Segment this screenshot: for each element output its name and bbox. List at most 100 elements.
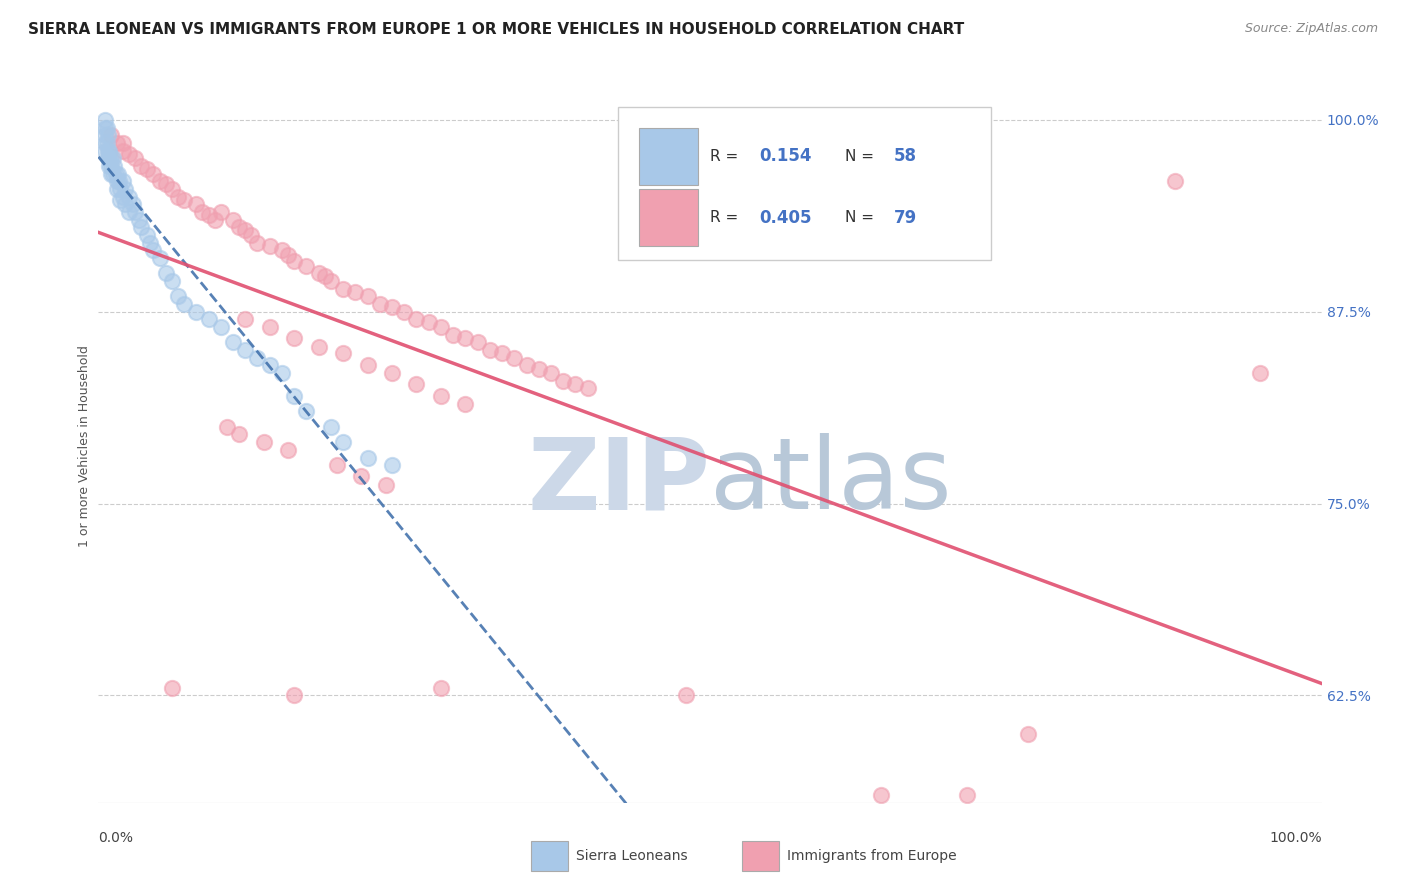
Point: [105, 182, 128, 196]
Point: [101, 151, 124, 165]
Point: [142, 167, 165, 181]
Point: [478, 343, 501, 357]
Point: [270, 366, 294, 380]
Text: 79: 79: [894, 209, 917, 227]
Point: [503, 351, 526, 365]
Point: [114, 182, 136, 196]
Point: [870, 788, 893, 802]
Point: [93, 112, 115, 127]
Point: [160, 681, 183, 695]
Point: [283, 254, 305, 268]
Point: [233, 312, 256, 326]
Point: [277, 248, 299, 262]
Point: [332, 346, 354, 360]
Point: [259, 320, 281, 334]
Point: [418, 316, 440, 330]
Point: [149, 174, 172, 188]
FancyBboxPatch shape: [619, 107, 991, 260]
Point: [454, 397, 477, 411]
Point: [111, 174, 134, 188]
Point: [283, 689, 305, 703]
Text: N =: N =: [845, 211, 879, 225]
Point: [233, 223, 256, 237]
Point: [118, 189, 141, 203]
Point: [564, 376, 586, 391]
Point: [104, 167, 127, 181]
Point: [209, 205, 232, 219]
Point: [277, 442, 299, 457]
Point: [553, 374, 575, 388]
Point: [105, 136, 128, 150]
Point: [381, 366, 404, 380]
Point: [1017, 727, 1039, 741]
Point: [246, 351, 269, 365]
Text: 58: 58: [894, 147, 917, 165]
Point: [356, 289, 378, 303]
Text: 0.154: 0.154: [759, 147, 811, 165]
Point: [93, 128, 115, 143]
Point: [233, 343, 256, 357]
Point: [111, 189, 134, 203]
Text: 0.0%: 0.0%: [98, 831, 134, 846]
Point: [197, 208, 219, 222]
Point: [105, 174, 128, 188]
Point: [222, 335, 245, 350]
Point: [110, 193, 132, 207]
Point: [93, 136, 115, 150]
Point: [124, 205, 146, 219]
Point: [332, 435, 354, 450]
Point: [295, 404, 318, 418]
Point: [1249, 366, 1271, 380]
Point: [186, 304, 208, 318]
Point: [124, 151, 146, 165]
Point: [319, 274, 342, 288]
Point: [128, 212, 150, 227]
Text: 100.0%: 100.0%: [1270, 831, 1322, 846]
Point: [956, 788, 979, 802]
Point: [222, 212, 245, 227]
Point: [197, 312, 219, 326]
Point: [283, 331, 305, 345]
Point: [173, 193, 195, 207]
Point: [110, 182, 132, 196]
Point: [215, 419, 238, 434]
Point: [100, 167, 122, 181]
Point: [454, 331, 477, 345]
Point: [228, 427, 250, 442]
Point: [405, 376, 427, 391]
Point: [209, 320, 232, 334]
Point: [111, 136, 134, 150]
Point: [160, 274, 183, 288]
Point: [540, 366, 562, 380]
Text: R =: R =: [710, 149, 744, 164]
Point: [240, 227, 263, 242]
Point: [191, 205, 214, 219]
Point: [96, 136, 118, 150]
Point: [344, 285, 367, 299]
Text: Sierra Leoneans: Sierra Leoneans: [576, 849, 688, 863]
Point: [97, 144, 120, 158]
Point: [101, 167, 124, 181]
Point: [228, 220, 250, 235]
Point: [160, 182, 183, 196]
FancyBboxPatch shape: [640, 128, 697, 185]
Point: [295, 259, 318, 273]
Text: N =: N =: [845, 149, 879, 164]
Point: [491, 346, 513, 360]
Point: [103, 159, 125, 173]
Point: [308, 340, 330, 354]
Point: [136, 227, 159, 242]
Point: [139, 235, 162, 250]
FancyBboxPatch shape: [640, 189, 697, 246]
Point: [430, 681, 453, 695]
Point: [149, 251, 172, 265]
Point: [107, 167, 129, 181]
Point: [381, 458, 404, 473]
Point: [326, 458, 349, 473]
Point: [374, 478, 396, 492]
Point: [441, 327, 464, 342]
Text: Immigrants from Europe: Immigrants from Europe: [787, 849, 957, 863]
Point: [100, 151, 122, 165]
Point: [93, 144, 115, 158]
Text: 0.405: 0.405: [759, 209, 811, 227]
